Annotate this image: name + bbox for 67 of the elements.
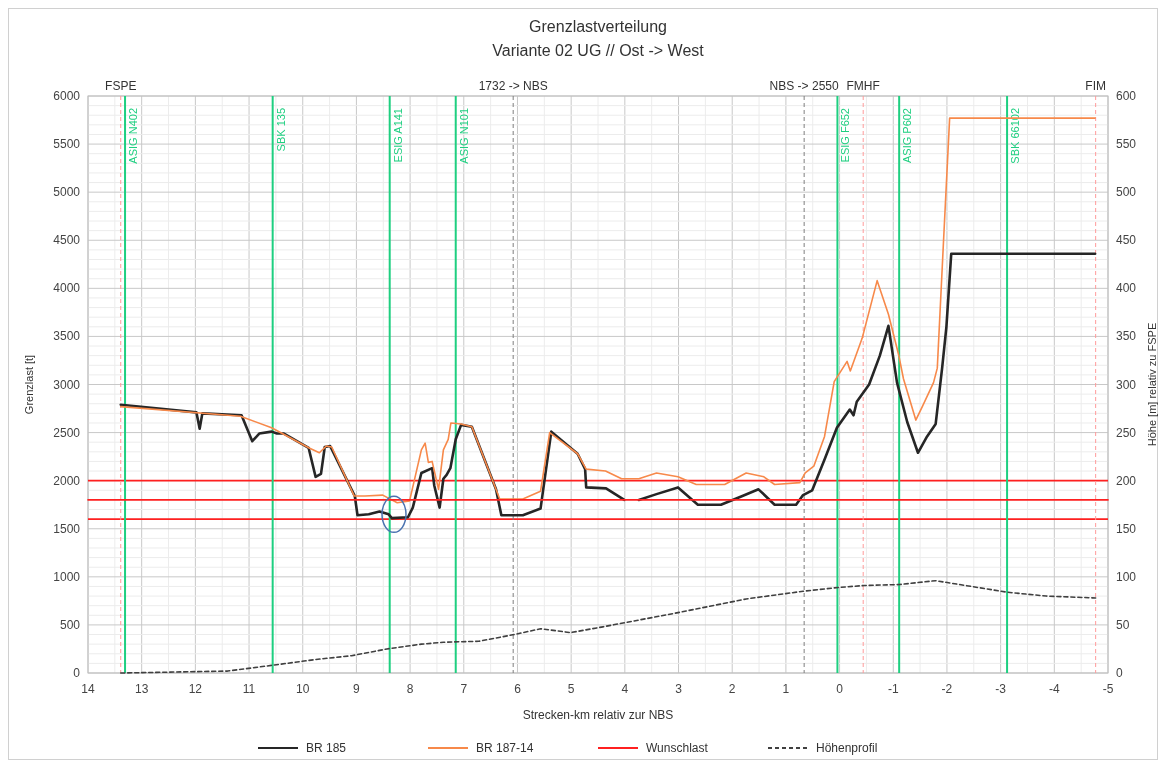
ref-line-label: FIM xyxy=(1085,79,1106,93)
x-tick-label: 4 xyxy=(621,682,629,696)
y-tick-label: 3000 xyxy=(53,377,81,392)
x-tick-label: 10 xyxy=(296,682,310,696)
ref-line-label: ESIG A141 xyxy=(391,108,404,163)
y-tick-label: 3500 xyxy=(53,329,81,344)
x-tick-label: -4 xyxy=(1048,682,1060,696)
x-tick-label: -5 xyxy=(1102,682,1114,696)
x-tick-label: -2 xyxy=(941,682,953,696)
y2-tick-label: 500 xyxy=(1116,185,1137,200)
x-tick-label: 13 xyxy=(135,682,149,696)
ref-line-label: FSPE xyxy=(105,79,137,93)
x-tick-label: 8 xyxy=(406,682,414,696)
y-tick-label: 1000 xyxy=(53,569,81,584)
y-tick-label: 4500 xyxy=(53,233,81,248)
y2-tick-label: 50 xyxy=(1116,617,1130,632)
y-tick-label: 2500 xyxy=(53,425,81,440)
x-tick-label: 0 xyxy=(836,682,844,696)
y-tick-label: 5500 xyxy=(53,137,81,152)
y2-tick-label: 550 xyxy=(1116,137,1137,152)
y2-tick-label: 300 xyxy=(1116,377,1137,392)
y-tick-label: 500 xyxy=(59,617,81,632)
x-tick-label: 5 xyxy=(567,682,575,696)
x-tick-label: 2 xyxy=(728,682,736,696)
x-tick-label: 6 xyxy=(514,682,522,696)
ref-line-label: FMHF xyxy=(846,79,880,93)
y-tick-label: 6000 xyxy=(53,89,81,103)
x-tick-label: 3 xyxy=(675,682,683,696)
x-tick-label: 11 xyxy=(242,682,256,696)
x-tick-label: 7 xyxy=(460,682,468,696)
y-tick-label: 5000 xyxy=(53,185,81,200)
y-axis-title: Grenzlast [t] xyxy=(23,354,35,415)
legend-label: Wunschlast xyxy=(646,741,709,755)
y2-tick-label: 250 xyxy=(1116,425,1137,440)
y-tick-label: 1500 xyxy=(53,521,81,536)
x-tick-label: 9 xyxy=(353,682,361,696)
ref-line-label: ASIG P602 xyxy=(901,108,914,164)
ref-line-label: NBS -> 2550 xyxy=(769,79,839,93)
y-tick-label: 4000 xyxy=(53,281,81,296)
x-tick-label: 14 xyxy=(81,682,95,696)
ref-line-label: ASIG N101 xyxy=(457,108,470,164)
ref-line-label: 1732 -> NBS xyxy=(478,79,548,93)
y2-tick-label: 0 xyxy=(1116,666,1123,680)
x-axis-title: Strecken-km relativ zur NBS xyxy=(522,708,674,722)
x-tick-label: -1 xyxy=(887,682,899,696)
y-tick-label: 2000 xyxy=(53,473,81,488)
y2-tick-label: 150 xyxy=(1116,521,1137,536)
ref-line-label: ASIG N402 xyxy=(127,108,140,164)
y2-axis-title: Höhe [m] relativ zu FSPE xyxy=(1146,322,1158,447)
y2-tick-label: 100 xyxy=(1116,569,1137,584)
y2-tick-label: 400 xyxy=(1116,281,1137,296)
legend-label: BR 187-14 xyxy=(476,741,534,755)
x-tick-label: 12 xyxy=(188,682,203,696)
y2-tick-label: 200 xyxy=(1116,473,1137,488)
line-series xyxy=(119,579,1097,674)
y2-tick-label: 600 xyxy=(1116,89,1137,103)
chart-title: Grenzlastverteilung xyxy=(529,18,667,35)
x-tick-label: 1 xyxy=(782,682,790,696)
x-tick-label: -3 xyxy=(995,682,1007,696)
ref-line-label: SBK 135 xyxy=(274,108,287,152)
y2-tick-label: 350 xyxy=(1116,329,1137,344)
y2-tick-label: 450 xyxy=(1116,233,1137,248)
legend-label: BR 185 xyxy=(306,741,347,755)
legend-label: Höhenprofil xyxy=(816,741,878,755)
chart-subtitle: Variante 02 UG // Ost -> West xyxy=(492,42,705,59)
y-tick-label: 0 xyxy=(73,666,81,680)
ref-line-label: ESIG F652 xyxy=(839,108,852,163)
